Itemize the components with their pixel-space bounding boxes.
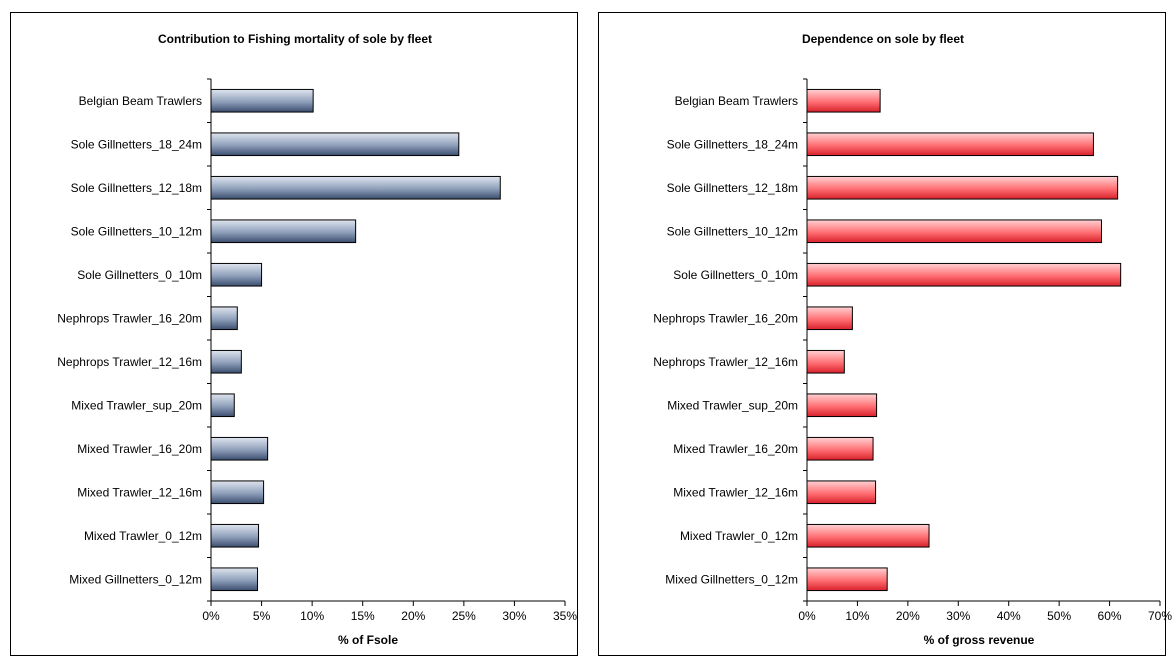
bar [806,175,1119,200]
x-tick-label: 5% [253,609,271,623]
bar [806,219,1103,244]
x-tick-label: 20% [401,609,425,623]
category-label: Sole Gillnetters_12_18m [71,181,202,195]
x-axis-label: % of gross revenue [924,633,1035,647]
bar [210,262,263,287]
chart-title: Contribution to Fishing mortality of sol… [158,32,432,46]
x-tick-label: 10% [300,609,324,623]
chart-title: Dependence on sole by fleet [802,32,964,46]
category-label: Sole Gillnetters_10_12m [667,224,798,238]
x-tick-label: 30% [502,609,526,623]
bar [210,219,357,244]
fishing-mortality-chart: Contribution to Fishing mortality of sol… [10,12,578,656]
category-label: Sole Gillnetters_18_24m [71,137,202,151]
category-label: Mixed Trawler_16_20m [77,442,202,456]
x-tick-label: 70% [1148,609,1172,623]
category-label: Sole Gillnetters_0_10m [673,268,798,282]
bar [806,523,930,548]
x-tick-label: 40% [997,609,1021,623]
category-label: Sole Gillnetters_0_10m [77,268,202,282]
bar [210,567,259,592]
bar [806,88,881,113]
bar [806,436,874,461]
x-axis-label: % of Fsole [338,633,398,647]
category-label: Sole Gillnetters_18_24m [667,137,798,151]
sole-dependence-chart: Dependence on sole by fleet % of gross r… [598,12,1172,656]
category-label: Mixed Trawler_0_12m [680,529,798,543]
bar [806,306,853,331]
bar [210,480,265,505]
bar [806,393,878,418]
category-label: Belgian Beam Trawlers [79,94,202,108]
category-label: Mixed Trawler_0_12m [84,529,202,543]
bar [210,175,501,200]
x-tick-label: 20% [896,609,920,623]
sole-dependence-plot: Dependence on sole by fleet % of gross r… [653,32,1172,647]
bar [210,132,460,157]
bar [210,349,242,374]
x-tick-label: 0% [202,609,220,623]
bar [210,436,269,461]
category-label: Nephrops Trawler_16_20m [653,311,798,325]
x-tick-label: 30% [946,609,970,623]
bar [210,393,235,418]
category-label: Mixed Gillnetters_0_12m [665,572,798,586]
category-label: Mixed Trawler_sup_20m [667,398,798,412]
category-label: Sole Gillnetters_10_12m [71,224,202,238]
category-label: Mixed Gillnetters_0_12m [69,572,202,586]
x-tick-label: 10% [845,609,869,623]
bar [806,349,845,374]
category-label: Sole Gillnetters_12_18m [667,181,798,195]
category-label: Nephrops Trawler_12_16m [57,355,202,369]
category-label: Mixed Trawler_16_20m [673,442,798,456]
bar [210,306,238,331]
bar [806,132,1094,157]
x-tick-label: 60% [1098,609,1122,623]
category-label: Belgian Beam Trawlers [675,94,798,108]
x-tick-label: 25% [452,609,476,623]
bar [210,88,314,113]
bar [806,480,877,505]
bar [806,262,1122,287]
x-tick-label: 0% [798,609,816,623]
category-label: Nephrops Trawler_12_16m [653,355,798,369]
category-label: Mixed Trawler_12_16m [673,485,798,499]
fishing-mortality-plot: Contribution to Fishing mortality of sol… [57,32,577,647]
category-label: Mixed Trawler_sup_20m [71,398,202,412]
x-tick-label: 15% [351,609,375,623]
category-label: Nephrops Trawler_16_20m [57,311,202,325]
x-tick-label: 35% [553,609,577,623]
x-tick-label: 50% [1047,609,1071,623]
category-label: Mixed Trawler_12_16m [77,485,202,499]
bar [210,523,260,548]
bar [806,567,888,592]
